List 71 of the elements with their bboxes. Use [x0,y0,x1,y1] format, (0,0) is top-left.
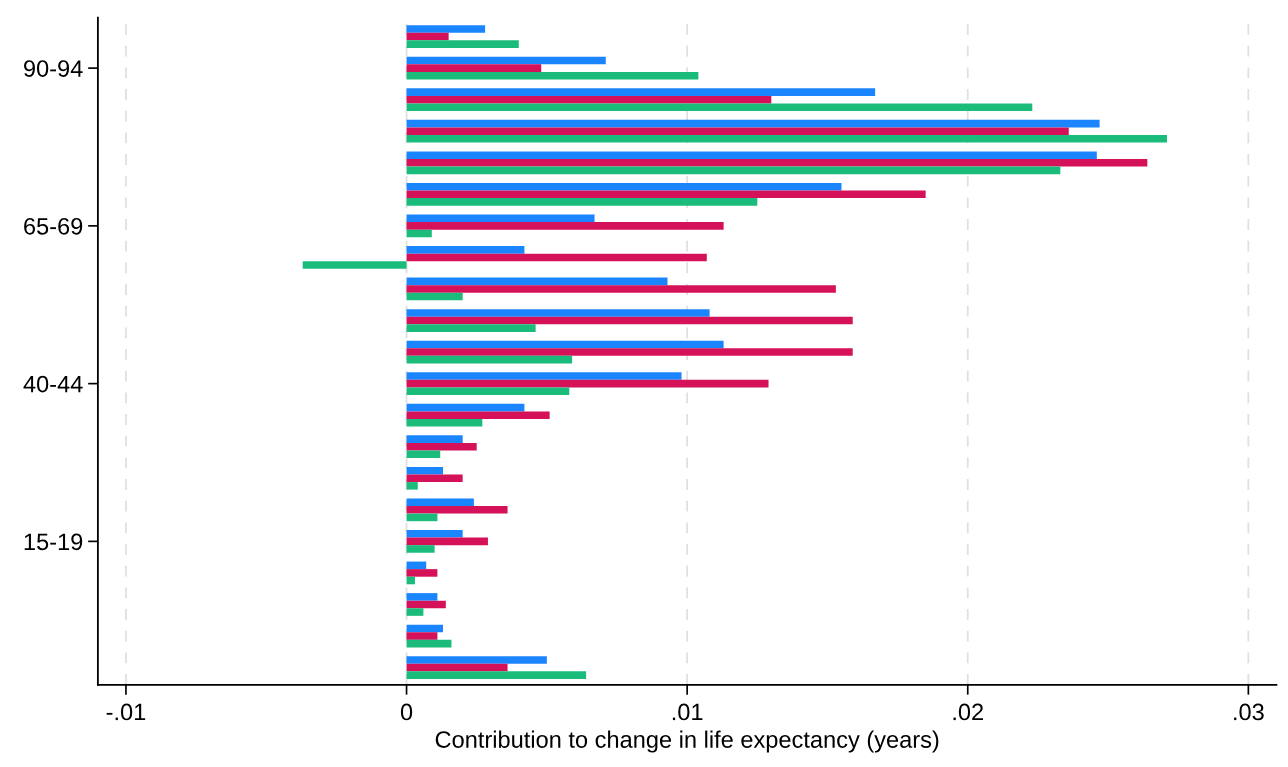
bar [406,513,438,522]
bar [406,182,842,191]
bar [406,40,519,48]
x-tick-label: .02 [953,703,983,721]
x-tick-label: .03 [1234,703,1264,721]
bar [406,411,550,419]
bar [406,639,452,648]
x-axis-title: Contribution to change in life expectancy (years) [435,730,939,753]
bar [406,482,418,490]
bar [406,285,836,293]
bar [406,309,710,317]
bar [406,474,463,483]
bar [406,214,595,223]
bar [406,253,707,262]
bar [406,632,438,640]
bar [406,442,477,451]
bar [406,466,444,475]
bar [406,277,668,286]
bar [302,261,407,269]
bar [406,56,606,65]
bar [406,372,682,380]
bar [406,340,724,349]
bar [406,316,853,325]
bar [406,379,769,388]
bar [406,624,444,633]
bar [406,450,441,459]
bar [406,88,876,96]
bar [406,151,1097,159]
x-tick-label: .01 [672,703,703,721]
bar [406,608,424,616]
x-tick-label: 0 [400,703,413,721]
bar [406,25,486,33]
bar [406,656,547,664]
bar [406,246,525,254]
bar [406,166,1061,175]
y-tick-label: 40-44 [23,375,83,393]
bar [406,95,772,104]
bar [406,135,1167,143]
bar [406,127,1069,136]
bar [406,222,724,230]
bar [406,600,446,609]
bar [406,32,449,41]
bar [406,403,525,412]
bar [406,229,432,238]
bar [406,119,1100,128]
bar [406,593,438,601]
y-tick-label: 65-69 [24,217,83,235]
bar [406,103,1033,112]
bar [406,671,587,679]
bar [406,292,463,301]
bar [406,569,438,577]
bar [406,418,483,427]
bar [406,663,508,672]
bar [406,537,488,546]
bar [406,190,926,199]
bar [406,64,542,72]
bar [406,355,573,364]
y-tick-label: 90-94 [24,60,83,77]
bar [406,198,758,206]
bar [406,545,435,553]
bar [406,387,570,395]
bar [406,435,463,443]
bar [406,530,463,538]
x-tick-label: -.01 [106,703,146,721]
bar [406,498,474,507]
bar [406,158,1148,167]
bar [406,506,508,514]
y-tick-label: 15-19 [24,533,83,551]
bar [406,348,853,356]
bar [406,71,699,80]
bar [406,324,536,332]
